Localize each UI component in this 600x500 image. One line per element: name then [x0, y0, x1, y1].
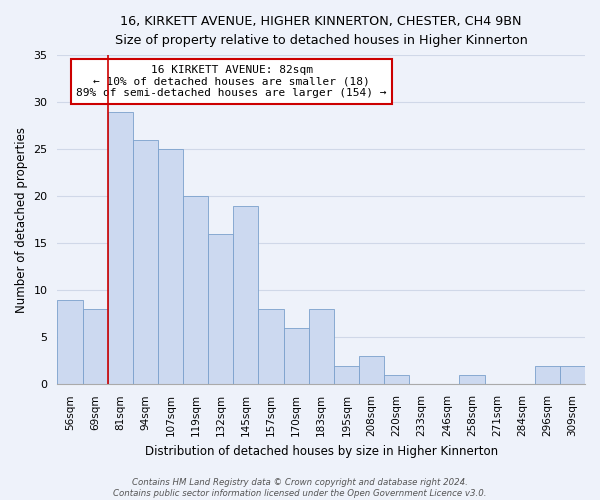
- Bar: [259, 309, 284, 384]
- Text: 16 KIRKETT AVENUE: 82sqm
← 10% of detached houses are smaller (18)
89% of semi-d: 16 KIRKETT AVENUE: 82sqm ← 10% of detach…: [76, 65, 387, 98]
- Y-axis label: Number of detached properties: Number of detached properties: [15, 126, 28, 312]
- Bar: [58, 300, 83, 384]
- Bar: [208, 234, 233, 384]
- X-axis label: Distribution of detached houses by size in Higher Kinnerton: Distribution of detached houses by size …: [145, 444, 498, 458]
- Bar: [560, 366, 585, 384]
- Bar: [535, 366, 560, 384]
- Bar: [183, 196, 208, 384]
- Bar: [308, 309, 334, 384]
- Bar: [334, 366, 359, 384]
- Bar: [284, 328, 308, 384]
- Bar: [158, 149, 183, 384]
- Text: Contains HM Land Registry data © Crown copyright and database right 2024.
Contai: Contains HM Land Registry data © Crown c…: [113, 478, 487, 498]
- Bar: [107, 112, 133, 384]
- Bar: [384, 375, 409, 384]
- Bar: [133, 140, 158, 384]
- Title: 16, KIRKETT AVENUE, HIGHER KINNERTON, CHESTER, CH4 9BN
Size of property relative: 16, KIRKETT AVENUE, HIGHER KINNERTON, CH…: [115, 15, 527, 47]
- Bar: [460, 375, 485, 384]
- Bar: [359, 356, 384, 384]
- Bar: [83, 309, 107, 384]
- Bar: [233, 206, 259, 384]
